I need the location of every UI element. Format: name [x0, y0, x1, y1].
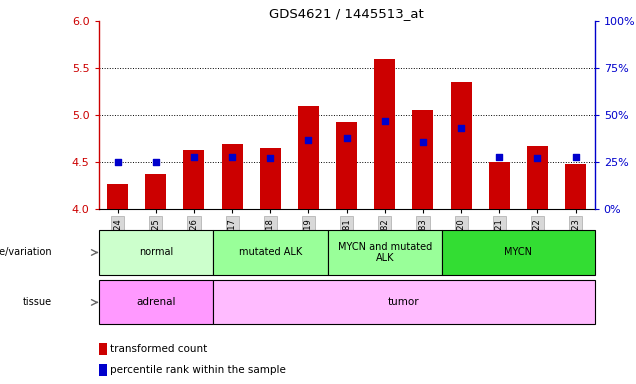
Point: [151, 159, 161, 166]
Point: [532, 156, 543, 162]
Bar: [184, 150, 205, 209]
Text: mutated ALK: mutated ALK: [238, 247, 302, 258]
Bar: [260, 148, 281, 209]
Point: [380, 118, 390, 124]
Bar: [413, 111, 434, 209]
Text: tissue: tissue: [23, 297, 52, 308]
Bar: [298, 106, 319, 209]
Text: tumor: tumor: [388, 297, 420, 308]
Text: adrenal: adrenal: [136, 297, 176, 308]
Bar: [99, 280, 213, 324]
Title: GDS4621 / 1445513_at: GDS4621 / 1445513_at: [269, 7, 424, 20]
Text: percentile rank within the sample: percentile rank within the sample: [110, 365, 286, 375]
Point: [189, 154, 199, 160]
Text: transformed count: transformed count: [110, 344, 207, 354]
Text: MYCN: MYCN: [504, 247, 532, 258]
Bar: [213, 280, 595, 324]
Bar: [375, 59, 396, 209]
Text: normal: normal: [139, 247, 173, 258]
Text: genotype/variation: genotype/variation: [0, 247, 52, 258]
Bar: [451, 82, 472, 209]
Bar: [527, 146, 548, 209]
Bar: [489, 162, 510, 209]
Bar: [222, 144, 243, 209]
Bar: [565, 164, 586, 209]
Point: [227, 154, 237, 160]
Text: MYCN and mutated
ALK: MYCN and mutated ALK: [338, 242, 432, 263]
Point: [456, 125, 466, 131]
Point: [113, 159, 123, 166]
Bar: [213, 230, 328, 275]
Bar: [442, 230, 595, 275]
Bar: [107, 184, 128, 209]
Point: [418, 139, 428, 145]
Point: [265, 156, 275, 162]
Point: [494, 154, 504, 160]
Bar: [146, 174, 167, 209]
Point: [303, 137, 314, 143]
Bar: [99, 230, 213, 275]
Bar: [328, 230, 442, 275]
Point: [570, 154, 581, 160]
Bar: [336, 122, 357, 209]
Point: [342, 135, 352, 141]
